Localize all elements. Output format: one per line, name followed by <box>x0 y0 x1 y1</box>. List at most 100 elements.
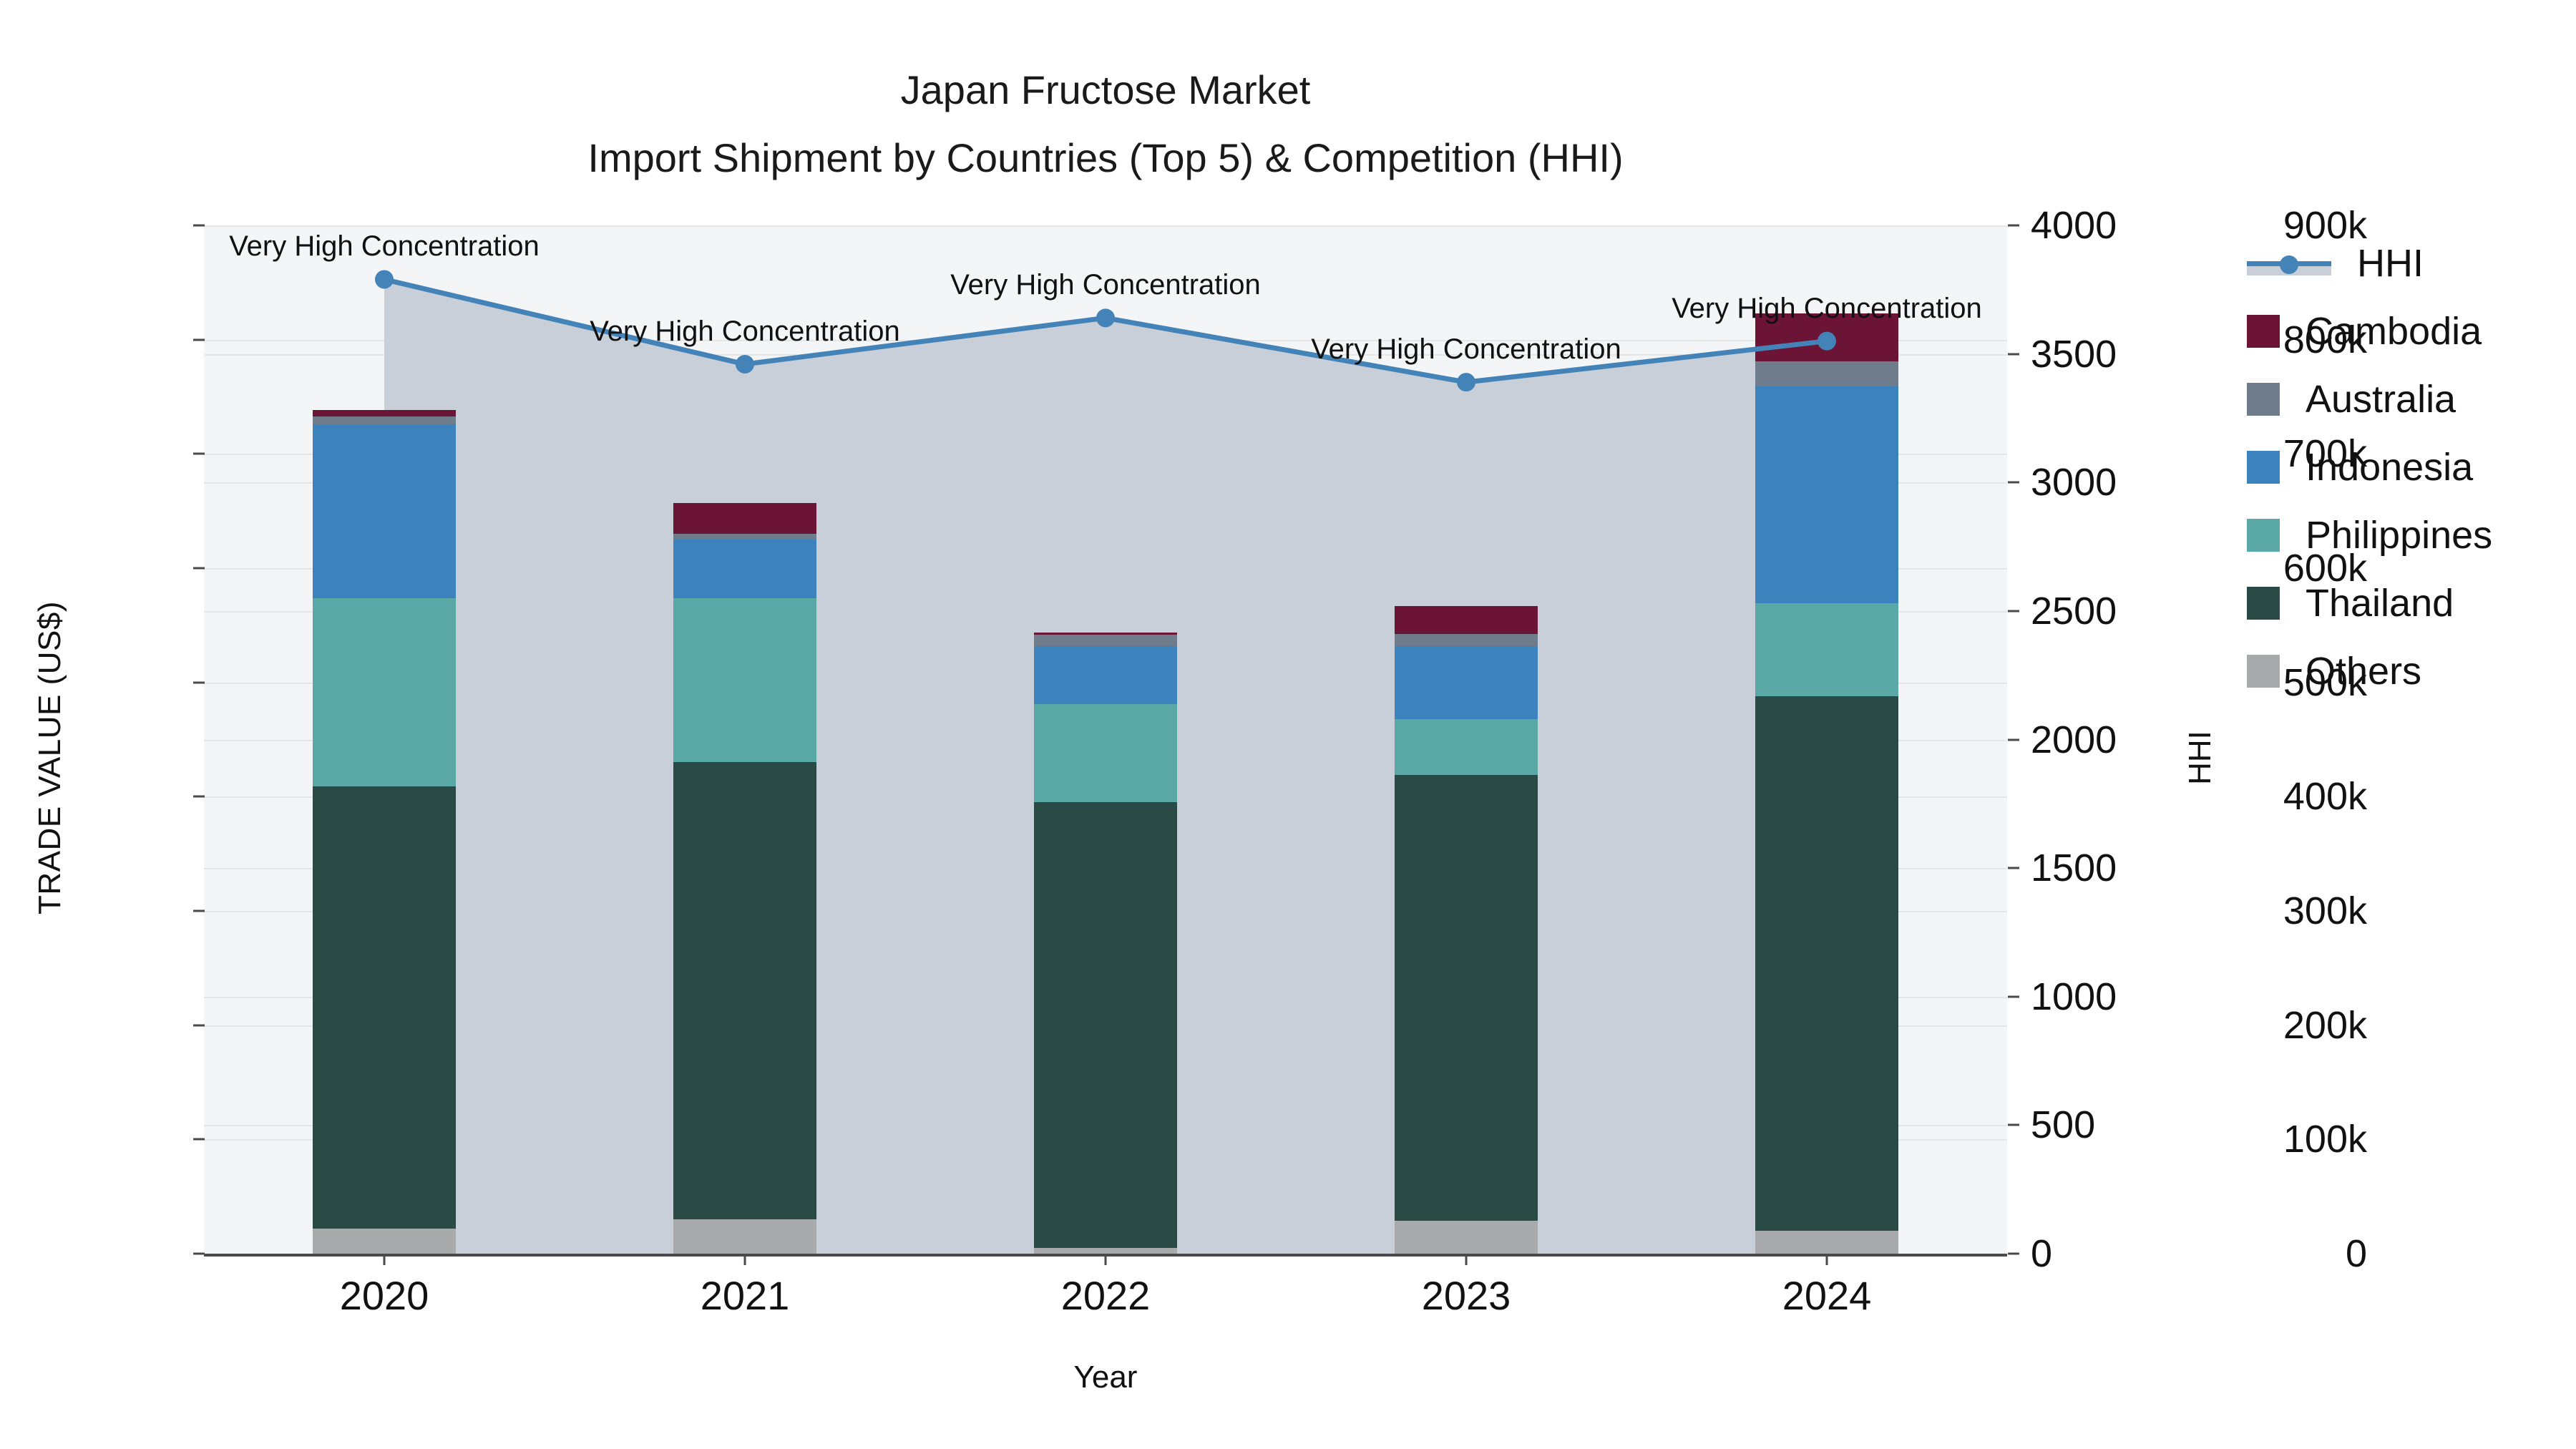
bar-segment-philippines[interactable] <box>1755 603 1898 696</box>
y-axis-tick-label: 700k <box>2283 432 2367 476</box>
bar-segment-australia[interactable] <box>313 416 456 424</box>
bar-segment-others[interactable] <box>1395 1220 1538 1254</box>
legend-line-marker <box>2247 247 2331 280</box>
gridline <box>204 225 2007 227</box>
legend-item-cambodia[interactable]: Cambodia <box>2247 297 2576 365</box>
hhi-marker[interactable] <box>1096 308 1115 328</box>
stacked-bar[interactable] <box>1755 225 1898 1254</box>
legend-swatch <box>2247 382 2280 416</box>
x-axis-tick-label: 2020 <box>339 1273 429 1318</box>
y-axis-title: TRADE VALUE (US$) <box>32 601 67 914</box>
x-axis-tick-mark <box>1104 1254 1107 1265</box>
bar-segment-thailand[interactable] <box>1034 802 1177 1248</box>
y-axis-tick-mark <box>193 224 205 227</box>
bar-segment-australia[interactable] <box>1395 633 1538 646</box>
y2-axis-tick-mark <box>2008 738 2019 741</box>
y2-axis-tick-label: 1500 <box>2031 847 2117 890</box>
y2-axis-tick-mark <box>2008 1252 2019 1255</box>
y-axis-tick-label: 0 <box>2345 1232 2367 1275</box>
hhi-marker[interactable] <box>375 270 394 289</box>
bar-segment-indonesia[interactable] <box>1395 645 1538 719</box>
legend-line-dot <box>2280 255 2298 274</box>
legend-item-philippines[interactable]: Philippines <box>2247 501 2576 569</box>
x-axis-tick-mark <box>383 1254 386 1265</box>
chart-title: Japan Fructose Market <box>900 67 1311 112</box>
y2-axis-tick-mark <box>2008 481 2019 484</box>
hhi-annotation: Very High Concentration <box>1311 333 1621 366</box>
y-axis-tick-label: 300k <box>2283 889 2367 932</box>
y2-axis-tick-label: 1000 <box>2031 975 2117 1018</box>
hhi-marker[interactable] <box>1457 373 1475 392</box>
hhi-marker[interactable] <box>736 354 754 374</box>
bar-segment-others[interactable] <box>313 1228 456 1254</box>
x-axis-tick-label: 2021 <box>700 1273 790 1318</box>
y-axis-tick-label: 800k <box>2283 318 2367 361</box>
y2-axis-tick-mark <box>2008 1123 2019 1126</box>
legend-item-australia[interactable]: Australia <box>2247 365 2576 433</box>
y-axis-tick-mark <box>193 338 205 341</box>
bar-segment-thailand[interactable] <box>1755 696 1898 1231</box>
legend: HHI Cambodia Australia Indonesia Philippines… <box>2247 229 2576 705</box>
stacked-bar[interactable] <box>313 225 456 1254</box>
bar-segment-thailand[interactable] <box>313 786 456 1229</box>
bar-segment-australia[interactable] <box>1755 361 1898 387</box>
bar-segment-indonesia[interactable] <box>1755 386 1898 604</box>
bar-segment-australia[interactable] <box>1034 635 1177 646</box>
stacked-bar[interactable] <box>1395 225 1538 1254</box>
y-axis-tick-mark <box>193 681 205 684</box>
bar-segment-others[interactable] <box>1755 1231 1898 1254</box>
bar-segment-philippines[interactable] <box>673 597 816 763</box>
x-axis-tick-label: 2022 <box>1060 1273 1151 1318</box>
legend-label: HHI <box>2357 241 2424 285</box>
legend-swatch <box>2247 314 2280 348</box>
legend-item-others[interactable]: Others <box>2247 637 2576 705</box>
y-axis-tick-label: 900k <box>2283 204 2367 247</box>
bar-segment-cambodia[interactable] <box>1395 606 1538 634</box>
y-axis-tick-mark <box>193 1252 205 1255</box>
stacked-bar[interactable] <box>673 225 816 1254</box>
legend-label: Others <box>2306 649 2422 693</box>
legend-swatch <box>2247 654 2280 688</box>
bar-segment-philippines[interactable] <box>1395 718 1538 775</box>
bar-segment-indonesia[interactable] <box>313 424 456 598</box>
x-axis-tick-label: 2023 <box>1421 1273 1511 1318</box>
y-axis-tick-mark <box>193 1024 205 1027</box>
stacked-bar[interactable] <box>1034 225 1177 1254</box>
legend-swatch <box>2247 518 2280 552</box>
y-axis-tick-label: 400k <box>2283 775 2367 819</box>
bar-segment-cambodia[interactable] <box>1034 633 1177 635</box>
bar-segment-thailand[interactable] <box>1395 774 1538 1221</box>
legend-label: Philippines <box>2306 513 2493 557</box>
x-axis-tick-mark <box>743 1254 746 1265</box>
legend-label: Australia <box>2306 377 2457 421</box>
bar-segment-philippines[interactable] <box>1034 704 1177 803</box>
bar-segment-thailand[interactable] <box>673 762 816 1220</box>
y2-axis-tick-label: 3000 <box>2031 461 2117 504</box>
hhi-marker[interactable] <box>1818 331 1836 351</box>
legend-item-hhi[interactable]: HHI <box>2247 229 2576 297</box>
bar-segment-indonesia[interactable] <box>1034 645 1177 704</box>
y-axis-tick-mark <box>193 1138 205 1141</box>
bar-segment-philippines[interactable] <box>313 597 456 786</box>
bar-segment-cambodia[interactable] <box>673 502 816 535</box>
legend-item-thailand[interactable]: Thailand <box>2247 569 2576 637</box>
y-axis-tick-label: 100k <box>2283 1118 2367 1161</box>
y2-axis-tick-mark <box>2008 353 2019 356</box>
hhi-annotation: Very High Concentration <box>229 230 540 263</box>
bar-segment-australia[interactable] <box>673 534 816 540</box>
y2-axis-tick-label: 2000 <box>2031 718 2117 761</box>
legend-item-indonesia[interactable]: Indonesia <box>2247 433 2576 501</box>
legend-label: Indonesia <box>2306 445 2474 489</box>
x-axis-tick-mark <box>1465 1254 1468 1265</box>
plot-area <box>204 225 2007 1254</box>
legend-label: Thailand <box>2306 581 2454 625</box>
y-axis-tick-mark <box>193 909 205 912</box>
hhi-annotation: Very High Concentration <box>950 269 1261 301</box>
bar-segment-cambodia[interactable] <box>313 409 456 416</box>
bar-segment-others[interactable] <box>673 1219 816 1254</box>
y2-axis-tick-mark <box>2008 867 2019 869</box>
y2-axis-tick-mark <box>2008 224 2019 227</box>
bar-segment-others[interactable] <box>1034 1248 1177 1254</box>
bar-segment-indonesia[interactable] <box>673 540 816 598</box>
